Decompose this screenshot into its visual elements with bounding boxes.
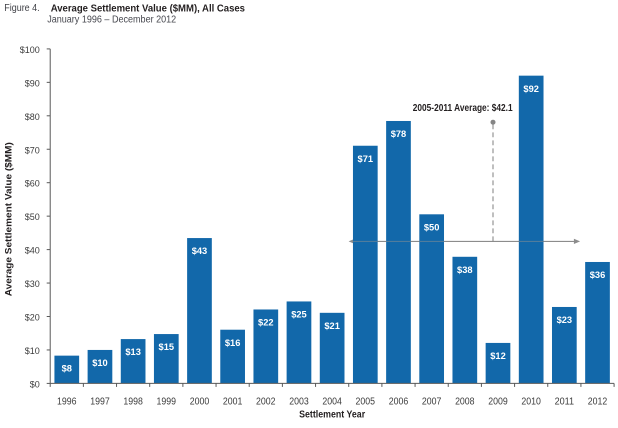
svg-text:Average Settlement Value ($MM): Average Settlement Value ($MM) [4,142,15,296]
svg-text:2005: 2005 [356,396,376,407]
svg-text:1999: 1999 [157,396,177,407]
svg-text:2000: 2000 [190,396,210,407]
svg-text:1998: 1998 [123,396,143,407]
svg-text:$20: $20 [25,313,40,323]
svg-text:$36: $36 [590,270,606,280]
svg-text:2004: 2004 [322,396,342,407]
svg-text:$71: $71 [358,154,374,164]
svg-text:$25: $25 [291,310,307,320]
svg-text:2012: 2012 [588,396,608,407]
svg-text:1996: 1996 [57,396,77,407]
svg-text:2001: 2001 [223,396,243,407]
svg-text:$92: $92 [523,84,539,94]
svg-text:$78: $78 [391,129,407,139]
svg-text:$10: $10 [92,358,108,368]
svg-text:$23: $23 [557,315,573,325]
svg-text:$21: $21 [324,321,340,331]
svg-text:$90: $90 [25,78,40,88]
svg-text:$40: $40 [25,246,40,256]
svg-text:Settlement Year: Settlement Year [299,410,365,421]
svg-text:2011: 2011 [555,396,575,407]
svg-text:$100: $100 [20,45,40,55]
svg-text:2009: 2009 [488,396,508,407]
svg-text:2010: 2010 [521,396,541,407]
svg-text:$80: $80 [25,112,40,122]
svg-text:$0: $0 [30,379,40,389]
svg-text:2002: 2002 [256,396,276,407]
svg-text:$16: $16 [225,338,241,348]
svg-text:$50: $50 [424,222,440,232]
svg-text:$12: $12 [490,351,506,361]
svg-text:Average Settlement Value ($MM): Average Settlement Value ($MM), All Case… [51,3,246,14]
svg-text:$13: $13 [125,347,141,357]
svg-text:Figure 4.: Figure 4. [4,3,39,14]
svg-text:$50: $50 [25,212,40,222]
svg-text:$60: $60 [25,179,40,189]
svg-text:2006: 2006 [389,396,409,407]
svg-text:$38: $38 [457,265,473,275]
svg-text:$15: $15 [159,342,175,352]
svg-text:January 1996 – December 2012: January 1996 – December 2012 [47,15,176,26]
svg-text:$10: $10 [25,346,40,356]
svg-text:$70: $70 [25,145,40,155]
svg-text:2005-2011 Average: $42.1: 2005-2011 Average: $42.1 [413,103,513,114]
svg-text:$30: $30 [25,279,40,289]
svg-text:1997: 1997 [90,396,110,407]
svg-text:$43: $43 [192,246,208,256]
svg-text:2007: 2007 [422,396,442,407]
svg-text:2008: 2008 [455,396,475,407]
svg-text:$8: $8 [62,364,72,374]
svg-text:$22: $22 [258,318,274,328]
svg-text:2003: 2003 [289,396,309,407]
